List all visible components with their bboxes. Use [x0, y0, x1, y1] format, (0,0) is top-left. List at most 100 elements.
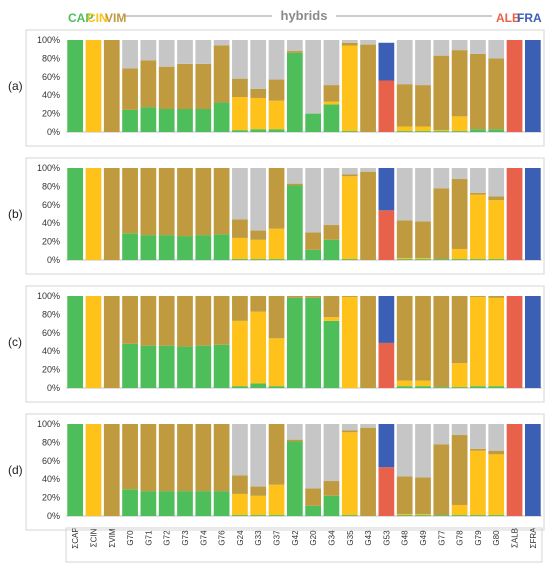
bar-segment-other	[341, 168, 358, 175]
header-cap-label: CAP	[68, 11, 93, 25]
bar-segment-other	[195, 40, 212, 64]
bar-segment-vim	[122, 424, 138, 490]
bar-segment-alb	[506, 40, 523, 132]
bar-segment-other	[360, 40, 376, 45]
bar-segment-cap	[177, 236, 193, 260]
panel-a: (a) 0% 20% 40% 60% 80% 100%	[8, 29, 545, 147]
bar-segment-vim	[232, 296, 248, 321]
bar-segment-alb	[506, 168, 523, 260]
bar-segment-cap	[396, 259, 413, 260]
y-tick-label: 0%	[47, 511, 60, 521]
bar-segment-cin	[470, 296, 486, 387]
bar-segment-cin	[232, 320, 248, 387]
bar-segment-vim	[396, 84, 413, 127]
bar-segment-other	[488, 168, 505, 197]
hybrids-label-backdrop	[272, 6, 336, 22]
panel-frame	[25, 413, 545, 531]
bar-segment-vim	[213, 296, 230, 345]
bar-segment-cap	[232, 386, 248, 388]
panel-label: (c)	[8, 335, 22, 349]
bar-segment-cap	[305, 505, 322, 516]
bar-segment-cap	[195, 235, 212, 260]
x-tick-label: G72	[163, 530, 172, 546]
bar-segment-vim	[158, 424, 175, 492]
bar-segment-cap	[177, 109, 193, 132]
bar-segment-cap	[488, 386, 505, 388]
bar-segment-vim	[195, 168, 212, 236]
bar-segment-vim	[195, 63, 212, 109]
bar-segment-vim	[305, 296, 322, 298]
bar-segment-cap	[158, 109, 175, 132]
bar-segment-other	[341, 424, 358, 431]
bar-segment-cap	[122, 109, 138, 132]
bar-segment-vim	[451, 50, 468, 117]
y-tick-label: 0%	[47, 383, 60, 393]
y-tick-label: 60%	[42, 72, 60, 82]
bar-segment-cin	[396, 514, 413, 516]
y-tick-label: 100%	[37, 163, 60, 173]
bar-segment-vim	[122, 296, 138, 344]
y-tick-label: 20%	[42, 109, 60, 119]
y-tick-label: 20%	[42, 493, 60, 503]
x-tick-label: ΣCAP	[71, 527, 80, 548]
bar-segment-cin	[396, 126, 413, 132]
bar-segment-cin	[232, 493, 248, 516]
bar-segment-other	[305, 424, 322, 489]
bar-segment-vim	[433, 55, 450, 131]
bar-segment-cap	[213, 102, 230, 132]
bar-segment-other	[360, 424, 376, 428]
bar-segment-cap	[470, 386, 486, 388]
bar-segment-other	[488, 40, 505, 59]
bar-segment-cin	[396, 258, 413, 260]
bar-segment-cap	[286, 441, 303, 516]
bar-segment-vim	[488, 450, 505, 455]
bar-segment-cap	[213, 344, 230, 388]
bar-segment-cin	[341, 296, 358, 388]
bar-segment-cap	[268, 515, 285, 516]
y-tick-label: 40%	[42, 474, 60, 484]
bar-segment-cap	[250, 383, 267, 388]
bar-segment-cap	[451, 131, 468, 132]
bar-segment-cap	[140, 107, 157, 132]
bar-segment-vim	[250, 486, 267, 496]
x-tick-label: G24	[236, 530, 245, 546]
bar-segment-cap	[286, 297, 303, 388]
x-tick-label: ΣCIN	[89, 528, 98, 547]
bar-segment-vim	[177, 296, 193, 347]
bar-segment-vim	[451, 296, 468, 364]
bar-segment-cin	[250, 495, 267, 516]
y-tick-label: 40%	[42, 218, 60, 228]
bar-segment-vim	[323, 225, 340, 240]
x-tick-label: G77	[437, 530, 446, 546]
bar-segment-cap	[122, 489, 138, 516]
bar-segment-other	[286, 168, 303, 184]
bar-segment-cap	[305, 249, 322, 260]
bar-segment-vim	[103, 296, 120, 388]
bar-segment-other	[140, 40, 157, 61]
bar-segment-cap	[433, 387, 450, 388]
bar-segment-cap	[232, 515, 248, 516]
x-tick-label: G48	[401, 530, 410, 546]
bar-segment-fra	[378, 424, 395, 468]
bar-segment-cap	[396, 386, 413, 388]
x-tick-label: G20	[309, 530, 318, 546]
panel-d: (d) 0% 20% 40% 60% 80% 100%	[8, 413, 545, 531]
bar-segment-other	[396, 424, 413, 477]
bar-segment-cin	[451, 504, 468, 516]
bar-segment-cap	[195, 345, 212, 388]
bar-segment-cap	[268, 259, 285, 260]
bar-segment-vim	[360, 44, 376, 132]
bar-segment-vim	[250, 88, 267, 98]
bar-segment-cap	[195, 491, 212, 516]
bar-segment-cap	[268, 386, 285, 388]
bar-segment-cap	[415, 386, 431, 388]
y-tick-label: 40%	[42, 346, 60, 356]
panel-frame	[25, 29, 545, 147]
bar-segment-vim	[122, 168, 138, 234]
x-tick-label: G73	[181, 530, 190, 546]
bar-segment-other	[213, 40, 230, 46]
bar-segment-alb	[378, 467, 395, 516]
bar-segment-vim	[415, 85, 431, 127]
bar-segment-vim	[286, 439, 303, 442]
